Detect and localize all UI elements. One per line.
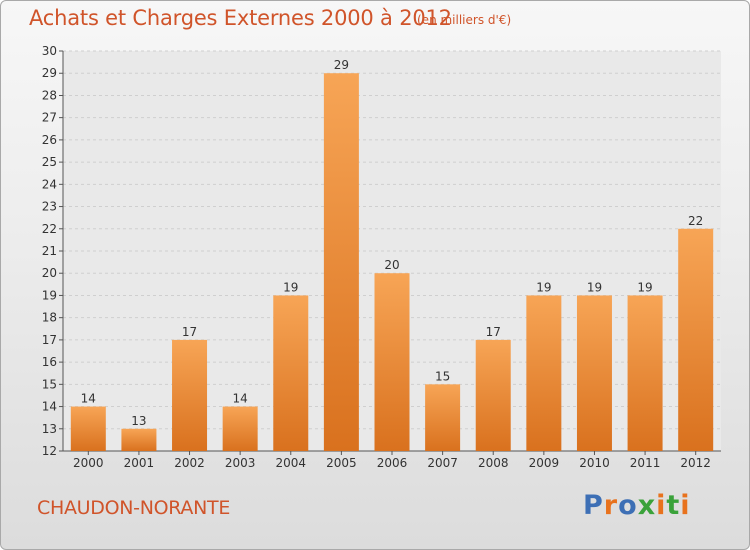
proxiti-logo: Proxiti [583,490,691,521]
bar [475,339,511,451]
logo-letter: i [680,490,691,521]
y-tick-label: 19 [42,288,57,302]
data-label: 19 [536,280,551,294]
y-tick-label: 28 [42,88,57,102]
x-tick-label: 2005 [326,456,357,470]
data-label: 22 [688,214,703,228]
chart-title: Achats et Charges Externes 2000 à 2012 [29,6,452,30]
logo-letter: P [583,490,604,521]
data-label: 29 [334,58,349,72]
x-tick-label: 2004 [275,456,306,470]
y-tick-label: 15 [42,377,57,391]
data-label: 14 [81,392,96,406]
logo-letter: r [603,490,619,521]
x-tick-label: 2010 [579,456,610,470]
y-tick-label: 18 [42,311,57,325]
data-label: 14 [233,392,248,406]
data-label: 17 [182,325,197,339]
y-tick-label: 29 [42,66,57,80]
y-tick-label: 25 [42,155,57,169]
bar [576,295,612,451]
y-tick-label: 22 [42,222,57,236]
bar [627,295,663,451]
bar [121,428,157,451]
y-tick-label: 23 [42,200,57,214]
bar [172,339,208,451]
data-label: 17 [486,325,501,339]
bar [374,273,410,451]
labels: 14 2000 13 2001 17 2002 14 2003 19 2004 29 2005 20 20… [73,58,711,470]
y-tick-label: 26 [42,133,57,147]
x-tick-label: 2012 [680,456,711,470]
x-tick-label: 2001 [124,456,155,470]
chart-unit: (en milliers d'€) [417,13,512,27]
x-tick-label: 2003 [225,456,256,470]
x-tick-label: 2008 [478,456,509,470]
data-label: 19 [637,280,652,294]
x-tick-label: 2002 [174,456,205,470]
bar [70,406,106,451]
logo-letter: t [666,490,681,521]
place-name: CHAUDON-NORANTE [37,497,231,519]
logo-letter: o [618,490,638,521]
data-label: 19 [283,280,298,294]
bar [273,295,309,451]
y-tick-label: 16 [42,355,57,369]
bar [526,295,562,451]
y-tick-label: 14 [42,400,57,414]
y-tick-label: 24 [42,177,57,191]
data-label: 20 [384,258,399,272]
y-tick-label: 17 [42,333,57,347]
x-tick-label: 2006 [377,456,408,470]
y-tick-label: 27 [42,111,57,125]
x-tick-label: 2000 [73,456,104,470]
x-tick-label: 2009 [529,456,560,470]
logo-letter: x [637,490,657,521]
bar [678,228,714,451]
bars [70,73,714,451]
x-tick-label: 2011 [630,456,661,470]
y-tick-label: 12 [42,444,57,458]
logo-letter: i [656,490,667,521]
y-tick-label: 30 [42,44,57,58]
x-tick-label: 2007 [427,456,458,470]
data-label: 13 [131,414,146,428]
data-label: 19 [587,280,602,294]
bar [222,406,258,451]
bar [425,384,461,451]
y-tick-label: 20 [42,266,57,280]
y-tick-label: 13 [42,422,57,436]
bar [323,73,359,451]
y-tick-label: 21 [42,244,57,258]
data-label: 15 [435,369,450,383]
